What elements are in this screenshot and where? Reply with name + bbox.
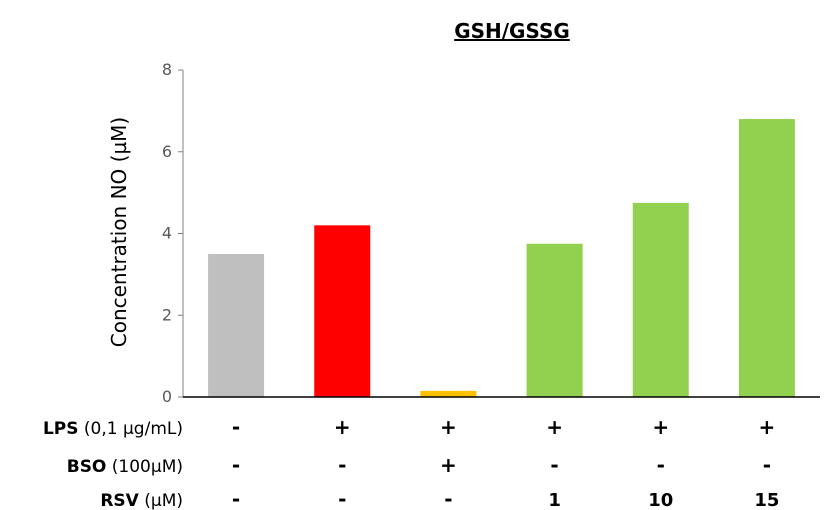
condition-value: 10	[648, 490, 673, 510]
condition-value: -	[232, 415, 240, 439]
y-tick-label: 8	[162, 60, 172, 79]
condition-label-rsv: RSV (µM)	[100, 491, 183, 510]
condition-unit: (µM)	[139, 491, 183, 510]
condition-label-lps: LPS (0,1 µg/mL)	[43, 419, 183, 439]
condition-value: -	[338, 453, 346, 477]
condition-unit: (0,1 µg/mL)	[79, 419, 183, 439]
condition-name: BSO	[67, 457, 107, 477]
y-axis-label: Concentration NO (µM)	[107, 117, 131, 348]
condition-value: -	[550, 453, 558, 477]
condition-unit: (100µM)	[106, 457, 183, 477]
condition-value: -	[232, 487, 240, 510]
condition-table: LPS (0,1 µg/mL) - + + + + + BSO (100µM) - - + - - - RS…	[43, 415, 779, 510]
bar-4	[526, 243, 583, 397]
condition-value: -	[338, 487, 346, 510]
condition-label-bso: BSO (100µM)	[67, 457, 183, 477]
y-tick-label: 0	[162, 387, 172, 406]
condition-value: +	[440, 415, 457, 439]
condition-value: +	[546, 415, 563, 439]
bar-2	[314, 225, 371, 397]
bar-3	[420, 390, 477, 397]
condition-value: 15	[754, 490, 779, 510]
condition-value: +	[652, 415, 669, 439]
condition-value: +	[334, 415, 351, 439]
y-tick-label: 4	[162, 224, 172, 243]
condition-value: +	[759, 415, 776, 439]
y-tick-label: 6	[162, 142, 172, 161]
y-axis-ticks: 0 2 4 6 8	[162, 60, 183, 406]
condition-value: +	[440, 453, 457, 477]
condition-value: -	[232, 453, 240, 477]
condition-value: -	[444, 487, 452, 510]
condition-value: -	[657, 453, 665, 477]
chart-title: GSH/GSSG	[454, 19, 570, 43]
condition-name: LPS	[43, 419, 79, 439]
bar-6	[738, 119, 795, 398]
bars	[208, 119, 795, 398]
y-tick-label: 2	[162, 305, 172, 324]
condition-value: 1	[548, 490, 561, 510]
bar-1	[208, 253, 265, 397]
condition-value: -	[763, 453, 771, 477]
condition-name: RSV	[100, 491, 139, 510]
bar-5	[632, 202, 689, 397]
